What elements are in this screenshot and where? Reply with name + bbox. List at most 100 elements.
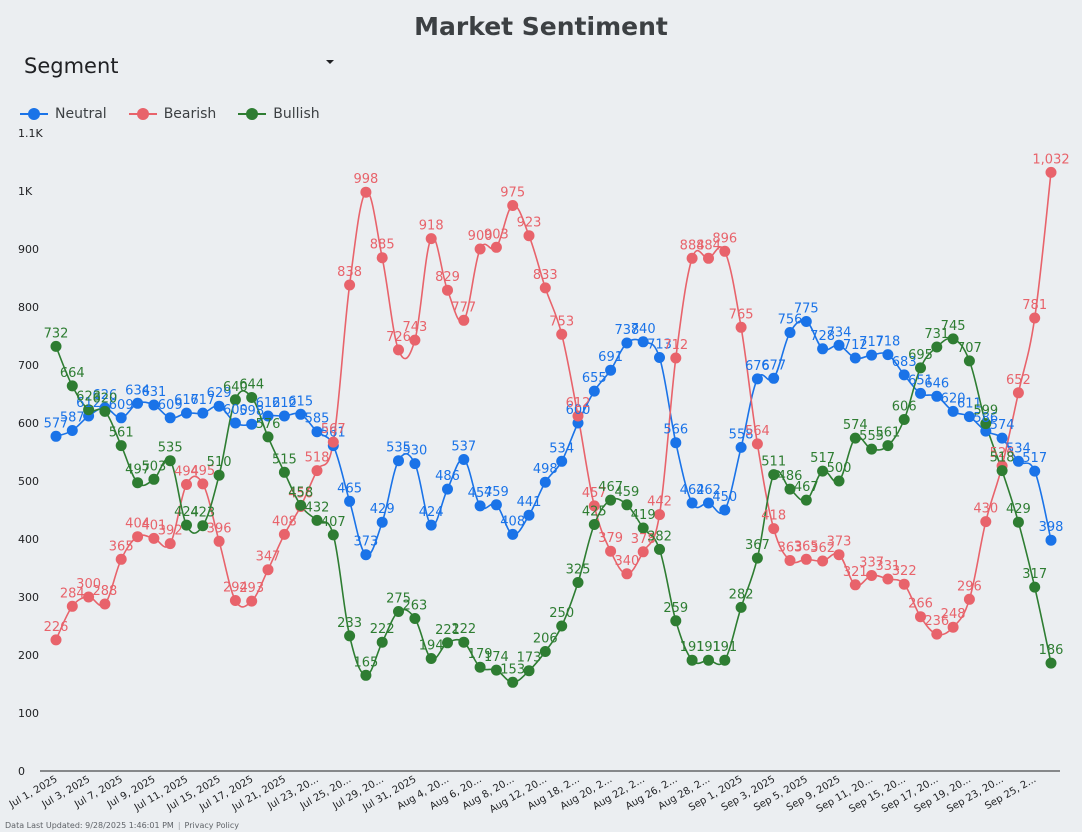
- data-point-bearish[interactable]: [344, 279, 356, 291]
- data-point-bullish[interactable]: [621, 499, 633, 511]
- data-point-neutral[interactable]: [931, 390, 943, 402]
- data-point-neutral[interactable]: [556, 455, 568, 467]
- data-point-bullish[interactable]: [409, 613, 421, 624]
- data-point-bearish[interactable]: [572, 410, 584, 422]
- data-point-bearish[interactable]: [360, 186, 372, 198]
- data-point-bearish[interactable]: [523, 230, 535, 242]
- data-point-neutral[interactable]: [735, 441, 747, 453]
- data-point-bullish[interactable]: [229, 394, 241, 406]
- data-point-neutral[interactable]: [833, 339, 845, 351]
- data-point-neutral[interactable]: [882, 349, 894, 361]
- data-point-bearish[interactable]: [735, 321, 747, 333]
- data-point-bullish[interactable]: [1012, 516, 1024, 528]
- data-point-neutral[interactable]: [507, 528, 519, 540]
- data-point-bullish[interactable]: [523, 665, 535, 677]
- data-point-neutral[interactable]: [409, 458, 421, 470]
- legend-item-bullish[interactable]: Bullish: [238, 106, 320, 122]
- data-point-bullish[interactable]: [490, 664, 502, 676]
- data-point-bullish[interactable]: [327, 529, 339, 541]
- data-point-neutral[interactable]: [523, 509, 535, 521]
- data-point-neutral[interactable]: [1045, 534, 1057, 546]
- data-point-bearish[interactable]: [327, 436, 339, 448]
- data-point-bearish[interactable]: [181, 479, 192, 490]
- data-point-neutral[interactable]: [800, 316, 812, 327]
- data-point-bearish[interactable]: [621, 568, 633, 580]
- data-point-bearish[interactable]: [800, 553, 812, 565]
- data-point-bullish[interactable]: [719, 654, 731, 666]
- data-point-bearish[interactable]: [947, 621, 959, 633]
- data-point-neutral[interactable]: [866, 349, 878, 361]
- data-point-neutral[interactable]: [197, 407, 209, 419]
- data-point-bearish[interactable]: [425, 233, 437, 245]
- data-point-bullish[interactable]: [360, 669, 372, 681]
- data-point-neutral[interactable]: [360, 549, 372, 561]
- data-point-bullish[interactable]: [947, 333, 959, 345]
- data-point-neutral[interactable]: [751, 373, 763, 385]
- data-point-bearish[interactable]: [164, 538, 176, 550]
- data-point-bearish[interactable]: [229, 595, 241, 606]
- data-point-neutral[interactable]: [605, 364, 617, 376]
- data-point-bearish[interactable]: [833, 549, 845, 561]
- data-point-bearish[interactable]: [1012, 387, 1024, 399]
- data-point-bullish[interactable]: [866, 443, 878, 455]
- data-point-neutral[interactable]: [637, 336, 649, 348]
- data-point-bullish[interactable]: [800, 494, 812, 506]
- data-point-bullish[interactable]: [898, 414, 910, 425]
- data-point-bearish[interactable]: [654, 509, 665, 521]
- data-point-bullish[interactable]: [262, 431, 274, 443]
- data-point-bearish[interactable]: [474, 243, 486, 255]
- data-point-bullish[interactable]: [572, 577, 584, 588]
- data-point-neutral[interactable]: [719, 504, 731, 516]
- data-point-bullish[interactable]: [833, 475, 845, 487]
- data-point-bearish[interactable]: [213, 535, 225, 547]
- data-point-bearish[interactable]: [637, 546, 649, 558]
- privacy-policy-link[interactable]: Privacy Policy: [184, 821, 240, 830]
- data-point-neutral[interactable]: [849, 352, 861, 364]
- data-point-bullish[interactable]: [66, 380, 78, 392]
- data-point-bullish[interactable]: [1029, 581, 1041, 593]
- data-point-bullish[interactable]: [442, 637, 453, 649]
- legend-item-neutral[interactable]: Neutral: [20, 106, 107, 122]
- data-point-bullish[interactable]: [980, 418, 992, 430]
- data-point-bearish[interactable]: [539, 282, 551, 294]
- data-point-neutral[interactable]: [670, 437, 682, 449]
- data-point-bearish[interactable]: [507, 200, 519, 211]
- data-point-bearish[interactable]: [132, 531, 144, 543]
- data-point-neutral[interactable]: [963, 411, 975, 423]
- legend-item-bearish[interactable]: Bearish: [128, 106, 216, 122]
- data-point-bullish[interactable]: [637, 522, 649, 534]
- data-point-bearish[interactable]: [703, 252, 714, 264]
- data-point-bullish[interactable]: [686, 654, 698, 666]
- data-point-neutral[interactable]: [1012, 455, 1024, 467]
- data-point-neutral[interactable]: [213, 400, 225, 412]
- data-point-bullish[interactable]: [963, 355, 975, 367]
- data-point-bearish[interactable]: [148, 532, 160, 544]
- data-point-bullish[interactable]: [507, 676, 519, 688]
- data-point-bearish[interactable]: [311, 465, 323, 477]
- data-point-bullish[interactable]: [425, 653, 437, 664]
- data-point-neutral[interactable]: [588, 385, 600, 397]
- data-point-bullish[interactable]: [605, 494, 617, 506]
- data-point-bullish[interactable]: [996, 465, 1008, 477]
- data-point-bullish[interactable]: [295, 499, 307, 511]
- data-point-neutral[interactable]: [898, 369, 910, 381]
- data-point-neutral[interactable]: [278, 410, 290, 422]
- data-point-bullish[interactable]: [1045, 657, 1057, 669]
- data-point-bullish[interactable]: [115, 440, 127, 452]
- data-point-bearish[interactable]: [83, 591, 95, 603]
- data-point-bearish[interactable]: [980, 516, 992, 528]
- data-point-neutral[interactable]: [164, 412, 176, 424]
- data-point-bearish[interactable]: [866, 570, 878, 581]
- data-point-neutral[interactable]: [915, 387, 926, 399]
- data-point-bullish[interactable]: [931, 341, 943, 353]
- data-point-bearish[interactable]: [751, 438, 763, 450]
- data-point-bullish[interactable]: [882, 440, 894, 452]
- data-point-bullish[interactable]: [670, 615, 682, 627]
- data-point-neutral[interactable]: [768, 372, 780, 384]
- data-point-neutral[interactable]: [181, 407, 192, 419]
- data-point-bullish[interactable]: [181, 519, 192, 531]
- data-point-bearish[interactable]: [784, 555, 796, 566]
- data-point-bullish[interactable]: [83, 404, 95, 416]
- data-point-bullish[interactable]: [164, 455, 176, 467]
- data-point-bearish[interactable]: [817, 555, 829, 567]
